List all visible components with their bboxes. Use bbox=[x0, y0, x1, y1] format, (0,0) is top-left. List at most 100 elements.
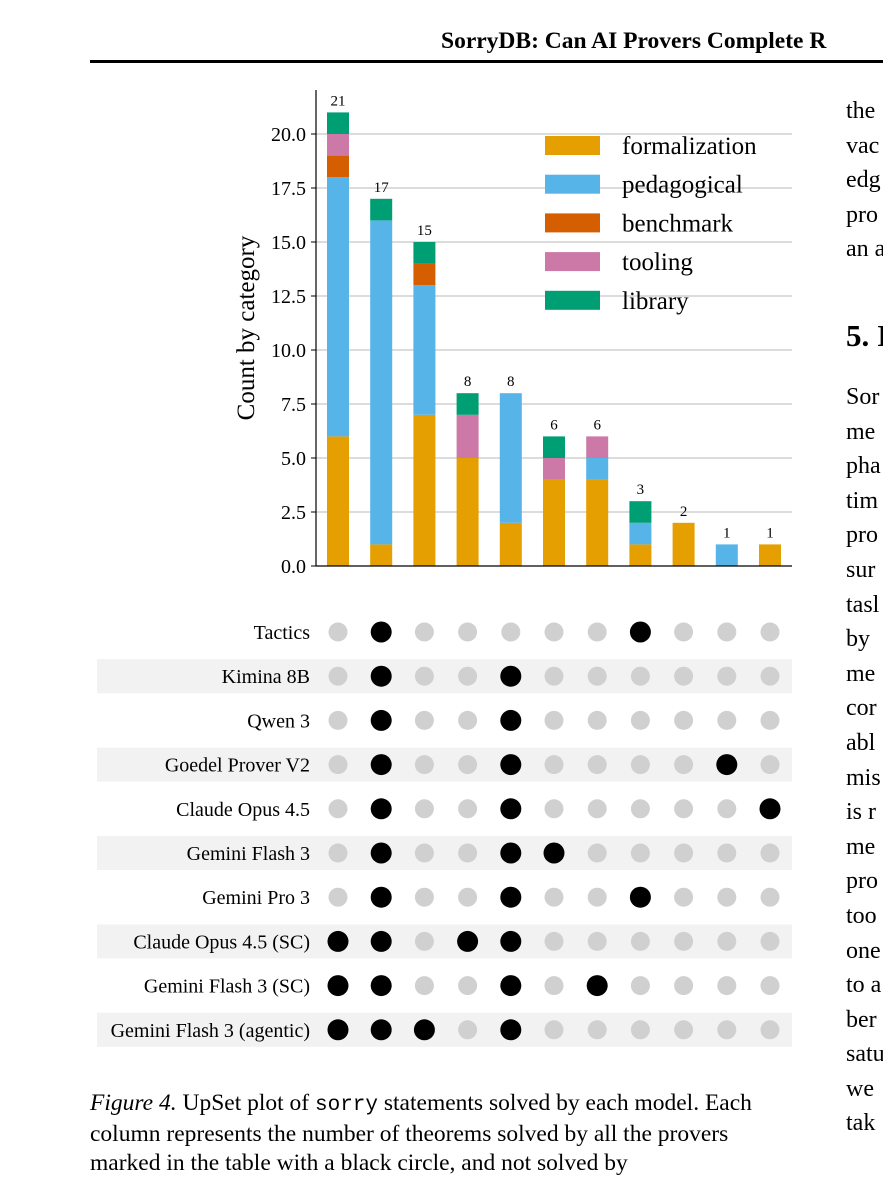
bar-segment-pedagogical bbox=[499, 393, 522, 523]
y-tick-label: 10.0 bbox=[271, 340, 306, 362]
y-axis-label: Count by category bbox=[233, 235, 260, 420]
matrix-dot-inactive bbox=[630, 666, 650, 686]
matrix-dot-inactive bbox=[458, 755, 478, 775]
model-label: Gemini Flash 3 (SC) bbox=[144, 976, 310, 998]
right-column-line: me bbox=[846, 418, 876, 445]
matrix-dot-inactive bbox=[674, 843, 694, 863]
matrix-dot-inactive bbox=[328, 799, 348, 819]
matrix-dot-inactive bbox=[587, 799, 607, 819]
chart-legend: formalization pedagogical benchmark tooling… bbox=[545, 133, 757, 315]
bar-total-label: 15 bbox=[417, 223, 432, 239]
y-tick-label: 5.0 bbox=[281, 448, 306, 470]
matrix-dot-inactive bbox=[458, 799, 478, 819]
bar-segment-formalization bbox=[327, 436, 349, 566]
y-axis: 0.0 2.5 5.0 7.5 10.0 12.5 15.0 17.5 20.0 Count by… bbox=[233, 90, 792, 578]
right-column-line: Sor bbox=[846, 384, 880, 410]
matrix-dot-active bbox=[370, 798, 392, 820]
matrix-dot-inactive bbox=[674, 931, 694, 951]
legend-swatch-tooling bbox=[545, 252, 600, 272]
legend-label: formalization bbox=[622, 133, 757, 160]
matrix-dot-inactive bbox=[630, 931, 650, 951]
matrix-dot-inactive bbox=[587, 622, 607, 642]
right-column-line: me bbox=[846, 833, 876, 860]
matrix-dot-inactive bbox=[587, 887, 607, 907]
matrix-dot-inactive bbox=[760, 1020, 780, 1040]
bar-segment-formalization bbox=[413, 414, 436, 566]
matrix-dot-inactive bbox=[328, 887, 348, 907]
matrix-dot-inactive bbox=[414, 755, 434, 775]
matrix-dot-active bbox=[370, 886, 392, 908]
matrix-dot-inactive bbox=[544, 710, 564, 730]
bar-total-label: 6 bbox=[550, 417, 558, 433]
matrix-dot-inactive bbox=[674, 887, 694, 907]
matrix-dot-inactive bbox=[630, 710, 650, 730]
bar-segment-library bbox=[370, 198, 393, 221]
matrix-dot-inactive bbox=[760, 710, 780, 730]
matrix-dot-inactive bbox=[760, 887, 780, 907]
bar-segment-formalization bbox=[499, 522, 522, 566]
matrix-dot-inactive bbox=[630, 799, 650, 819]
matrix-dot-active bbox=[327, 1019, 349, 1041]
matrix-dot-active bbox=[327, 975, 349, 997]
matrix-dot-inactive bbox=[630, 976, 650, 996]
matrix-dot-active bbox=[413, 1019, 435, 1041]
right-column-line: by bbox=[846, 626, 870, 653]
bar-total-label: 21 bbox=[331, 93, 346, 109]
bar-segment-pedagogical bbox=[629, 522, 652, 545]
matrix-dot-inactive bbox=[544, 799, 564, 819]
matrix-dot-inactive bbox=[760, 843, 780, 863]
matrix-dot-inactive bbox=[674, 622, 694, 642]
bar-total-label: 8 bbox=[507, 374, 515, 390]
matrix-dot-inactive bbox=[414, 666, 434, 686]
bar-segment-library bbox=[456, 393, 479, 415]
right-column-line: is r bbox=[846, 799, 876, 826]
bar-segment-formalization bbox=[586, 479, 609, 566]
stacked-bars bbox=[327, 112, 781, 566]
y-tick-label: 12.5 bbox=[271, 286, 306, 308]
matrix-dot-active bbox=[370, 709, 392, 731]
matrix-dot-active bbox=[543, 842, 565, 864]
matrix-dot-inactive bbox=[674, 1020, 694, 1040]
matrix-dot-inactive bbox=[587, 710, 607, 730]
matrix-dot-inactive bbox=[501, 622, 521, 642]
matrix-dot-inactive bbox=[717, 1020, 737, 1040]
right-column-line: ber bbox=[846, 1006, 877, 1033]
model-label: Gemini Flash 3 (agentic) bbox=[111, 1020, 310, 1042]
model-label: Claude Opus 4.5 (SC) bbox=[133, 931, 310, 953]
right-column-line: edg bbox=[846, 167, 881, 193]
matrix-dot-active bbox=[370, 930, 392, 952]
matrix-dot-inactive bbox=[414, 843, 434, 863]
matrix-dot-active bbox=[500, 842, 522, 864]
section-heading: 5. I bbox=[846, 318, 883, 353]
matrix-dot-inactive bbox=[630, 755, 650, 775]
matrix-dot-inactive bbox=[328, 843, 348, 863]
bar-total-label: 3 bbox=[637, 482, 645, 498]
model-label: Gemini Flash 3 bbox=[187, 843, 310, 865]
matrix-dot-active bbox=[629, 621, 651, 643]
y-tick-label: 17.5 bbox=[271, 178, 306, 200]
matrix-dot-active bbox=[370, 842, 392, 864]
right-column-line: pro bbox=[846, 201, 878, 228]
membership-matrix: Tactics Kimina 8B Qwen 3 Goedel Prover V2 Cl… bbox=[111, 621, 781, 1042]
matrix-dot-inactive bbox=[674, 710, 694, 730]
right-column-line: pha bbox=[846, 453, 881, 480]
matrix-dot-inactive bbox=[760, 666, 780, 686]
right-column-line: satu bbox=[846, 1041, 883, 1068]
right-column-line: we bbox=[846, 1075, 874, 1102]
matrix-dot-inactive bbox=[544, 976, 564, 996]
bar-segment-pedagogical bbox=[715, 544, 738, 566]
matrix-dot-active bbox=[370, 621, 392, 643]
matrix-dot-inactive bbox=[674, 799, 694, 819]
right-column-line: an a bbox=[846, 236, 883, 262]
matrix-dot-inactive bbox=[328, 710, 348, 730]
matrix-dot-inactive bbox=[544, 666, 564, 686]
bar-segment-formalization bbox=[629, 544, 652, 566]
legend-label: pedagogical bbox=[622, 172, 743, 199]
bar-total-label: 1 bbox=[723, 525, 731, 541]
matrix-dot-inactive bbox=[630, 843, 650, 863]
bar-segment-library bbox=[543, 436, 565, 458]
matrix-dot-inactive bbox=[414, 799, 434, 819]
matrix-dot-active bbox=[500, 798, 522, 820]
